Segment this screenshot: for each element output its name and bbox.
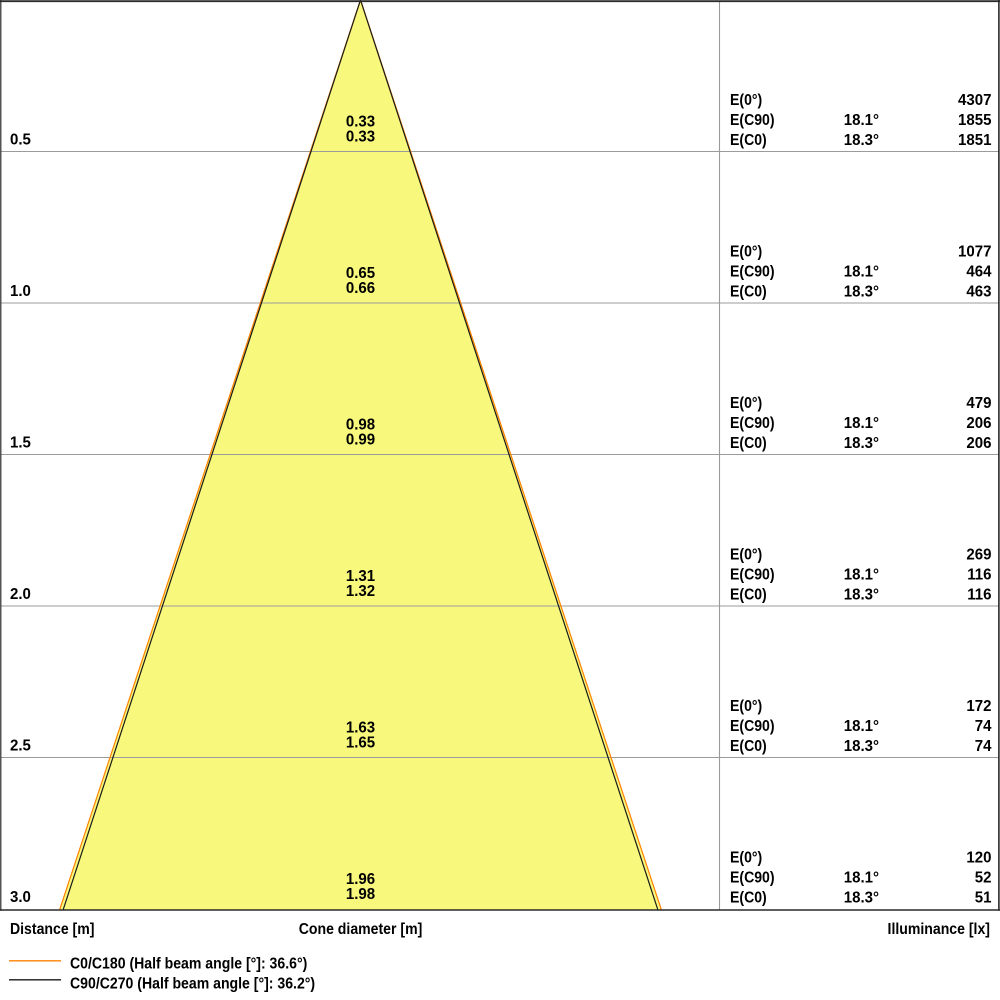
svg-text:2.5: 2.5 [10, 737, 31, 755]
svg-text:1.5: 1.5 [10, 434, 31, 452]
svg-text:18.1°: 18.1° [844, 718, 879, 736]
svg-text:1.0: 1.0 [10, 283, 31, 301]
svg-text:E(C90): E(C90) [730, 717, 775, 735]
svg-text:116: 116 [967, 586, 992, 604]
svg-text:0.98: 0.98 [346, 416, 376, 434]
svg-text:120: 120 [966, 849, 991, 867]
svg-text:0.65: 0.65 [346, 265, 376, 283]
svg-text:E(C90): E(C90) [730, 566, 775, 584]
svg-text:E(C0): E(C0) [730, 586, 767, 604]
svg-text:18.3°: 18.3° [844, 738, 879, 756]
svg-text:1.98: 1.98 [346, 886, 376, 904]
svg-text:51: 51 [975, 889, 992, 907]
svg-text:E(C0): E(C0) [730, 131, 767, 149]
svg-text:C90/C270 (Half beam angle [°]:: C90/C270 (Half beam angle [°]: 36.2°) [70, 975, 315, 993]
svg-text:18.1°: 18.1° [844, 415, 879, 433]
svg-text:Distance [m]: Distance [m] [10, 920, 94, 938]
svg-text:1.32: 1.32 [346, 583, 376, 601]
svg-text:Cone diameter [m]: Cone diameter [m] [299, 920, 423, 938]
svg-text:E(C0): E(C0) [730, 434, 767, 452]
svg-text:172: 172 [966, 698, 991, 716]
svg-text:18.1°: 18.1° [844, 263, 879, 281]
svg-text:18.3°: 18.3° [844, 283, 879, 301]
svg-text:1.65: 1.65 [346, 734, 376, 752]
svg-text:116: 116 [967, 566, 992, 584]
svg-text:0.33: 0.33 [346, 113, 376, 131]
svg-text:1077: 1077 [958, 243, 991, 261]
svg-text:3.0: 3.0 [10, 889, 31, 907]
svg-text:E(C90): E(C90) [730, 263, 775, 281]
svg-text:18.1°: 18.1° [844, 869, 879, 887]
svg-text:18.1°: 18.1° [844, 112, 879, 130]
svg-text:C0/C180 (Half beam angle [°]:: C0/C180 (Half beam angle [°]: 36.6°) [70, 955, 307, 973]
svg-text:0.66: 0.66 [346, 280, 376, 298]
svg-text:0.99: 0.99 [346, 431, 376, 449]
svg-text:1851: 1851 [958, 132, 992, 150]
svg-text:463: 463 [966, 283, 991, 301]
svg-text:E(0°): E(0°) [730, 849, 762, 867]
svg-text:18.3°: 18.3° [844, 435, 879, 453]
svg-text:4307: 4307 [958, 92, 991, 110]
svg-text:E(0°): E(0°) [730, 243, 762, 261]
svg-text:1855: 1855 [958, 112, 992, 130]
svg-text:464: 464 [966, 263, 991, 281]
svg-text:0.5: 0.5 [10, 131, 31, 149]
svg-text:Illuminance [lx]: Illuminance [lx] [888, 920, 990, 938]
svg-text:0.33: 0.33 [346, 128, 376, 146]
svg-text:E(0°): E(0°) [730, 697, 762, 715]
svg-text:E(C90): E(C90) [730, 869, 775, 887]
svg-text:18.1°: 18.1° [844, 566, 879, 584]
svg-text:E(0°): E(0°) [730, 91, 762, 109]
svg-text:206: 206 [966, 435, 991, 453]
svg-text:1.96: 1.96 [346, 871, 376, 889]
svg-text:E(C0): E(C0) [730, 283, 767, 301]
svg-text:74: 74 [975, 718, 992, 736]
svg-text:E(0°): E(0°) [730, 394, 762, 412]
svg-text:18.3°: 18.3° [844, 586, 879, 604]
svg-text:269: 269 [966, 546, 991, 564]
svg-text:E(C0): E(C0) [730, 889, 767, 907]
svg-text:18.3°: 18.3° [844, 889, 879, 907]
svg-text:1.63: 1.63 [346, 719, 376, 737]
svg-text:206: 206 [966, 415, 991, 433]
svg-text:479: 479 [966, 395, 991, 413]
svg-text:E(C90): E(C90) [730, 111, 775, 129]
svg-text:E(C90): E(C90) [730, 414, 775, 432]
svg-text:18.3°: 18.3° [844, 132, 879, 150]
svg-text:2.0: 2.0 [10, 586, 31, 604]
svg-text:1.31: 1.31 [346, 568, 376, 586]
svg-text:E(0°): E(0°) [730, 546, 762, 564]
svg-text:74: 74 [975, 738, 992, 756]
svg-text:E(C0): E(C0) [730, 737, 767, 755]
svg-text:52: 52 [975, 869, 992, 887]
